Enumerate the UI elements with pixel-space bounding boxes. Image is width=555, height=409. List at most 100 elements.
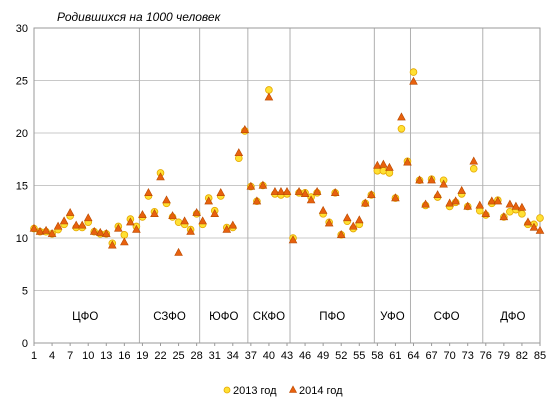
x-tick-label: 43 xyxy=(281,350,293,362)
point-2014 xyxy=(499,212,509,221)
point-2014 xyxy=(65,207,75,216)
x-tick-label: 1 xyxy=(31,350,37,362)
x-tick-label: 79 xyxy=(498,350,510,362)
legend: 2013 год 2014 год xyxy=(223,385,343,397)
point-2014 xyxy=(324,218,334,227)
region-label: СКФО xyxy=(253,311,285,323)
x-tick-label: 85 xyxy=(534,350,546,362)
point-2014 xyxy=(469,156,479,165)
legend-label-2013: 2013 год xyxy=(233,385,277,397)
point-2014 xyxy=(367,190,376,199)
x-tick-label: 52 xyxy=(335,350,347,362)
point-2014 xyxy=(270,186,280,195)
x-tick-label: 64 xyxy=(407,350,419,362)
point-2014 xyxy=(361,198,370,207)
legend-marker-2013 xyxy=(223,386,231,394)
point-2014 xyxy=(77,220,87,229)
point-2014 xyxy=(198,216,207,225)
region-label: УФО xyxy=(380,311,405,323)
x-tick-label: 16 xyxy=(118,350,130,362)
x-tick-label: 46 xyxy=(299,350,311,362)
point-2014 xyxy=(41,225,51,234)
point-2014 xyxy=(246,181,256,190)
region-dividers xyxy=(138,28,484,343)
point-2014 xyxy=(240,125,250,133)
chart-title: Родившихся на 1000 человек xyxy=(57,10,222,24)
point-2014 xyxy=(180,216,189,225)
point-2014 xyxy=(162,195,171,204)
y-tick-label: 5 xyxy=(22,286,28,298)
point-2014 xyxy=(517,202,527,211)
x-tick-label: 73 xyxy=(462,350,474,362)
x-tick-label: 67 xyxy=(425,350,437,362)
point-2014 xyxy=(505,199,515,208)
point-2014 xyxy=(132,224,141,233)
point-2014 xyxy=(445,198,454,207)
point-2013 xyxy=(518,210,526,218)
x-tick-label: 13 xyxy=(100,350,112,362)
region-label: ДФО xyxy=(500,311,525,323)
point-2014 xyxy=(427,175,436,184)
point-2014 xyxy=(288,235,298,244)
gridlines xyxy=(34,80,540,291)
point-2014 xyxy=(342,213,352,222)
point-2014 xyxy=(144,188,153,196)
point-2014 xyxy=(29,223,39,232)
y-tick-label: 25 xyxy=(16,76,28,88)
point-2014 xyxy=(150,209,159,217)
point-2014 xyxy=(210,209,220,217)
point-2014 xyxy=(433,190,442,199)
point-2014 xyxy=(71,220,81,229)
region-label: СФО xyxy=(434,311,460,323)
point-2014 xyxy=(421,199,430,208)
point-2014 xyxy=(403,157,412,166)
point-2014 xyxy=(174,247,183,256)
point-2014 xyxy=(457,185,466,194)
point-2014 xyxy=(318,205,328,214)
point-2013 xyxy=(265,86,273,94)
point-2014 xyxy=(487,196,497,205)
point-2014 xyxy=(481,209,491,217)
point-2014 xyxy=(379,159,388,168)
point-2014 xyxy=(222,224,232,233)
point-2014 xyxy=(523,217,533,226)
x-tick-label: 37 xyxy=(245,350,257,362)
point-2014 xyxy=(186,226,195,235)
point-2014 xyxy=(53,221,63,230)
point-2014 xyxy=(397,112,406,121)
point-2014 xyxy=(204,196,213,205)
point-2014 xyxy=(89,226,99,235)
point-2014 xyxy=(101,228,111,237)
point-2014 xyxy=(330,188,340,196)
point-2014 xyxy=(192,207,201,216)
x-tick-label: 7 xyxy=(67,350,73,362)
point-2014 xyxy=(216,188,226,196)
point-2014 xyxy=(336,230,346,238)
point-2014 xyxy=(535,225,545,234)
point-2014 xyxy=(252,196,262,205)
x-axis-ticks: 1 4 7 10 13 16 19 22 25 28 31 34 37 40 43 46 49 52 55 58 61 6… xyxy=(31,343,546,362)
point-2014 xyxy=(415,175,424,184)
x-tick-label: 25 xyxy=(172,350,184,362)
x-tick-label: 19 xyxy=(136,350,148,362)
x-tick-label: 10 xyxy=(82,350,94,362)
region-label: ПФО xyxy=(319,311,345,323)
x-tick-label: 34 xyxy=(227,350,239,362)
point-2014 xyxy=(463,201,473,210)
point-2014 xyxy=(529,222,539,231)
region-label: ЦФО xyxy=(72,311,98,323)
point-2014 xyxy=(264,92,274,101)
point-2014 xyxy=(108,240,117,249)
y-tick-label: 10 xyxy=(16,233,28,245)
point-2013 xyxy=(120,231,129,239)
x-tick-label: 4 xyxy=(49,350,55,362)
point-2014 xyxy=(306,195,316,204)
x-tick-label: 58 xyxy=(371,350,383,362)
point-2014 xyxy=(126,217,135,226)
x-tick-label: 70 xyxy=(444,350,456,362)
point-2014 xyxy=(282,186,292,195)
point-2014 xyxy=(409,76,418,85)
region-labels: ЦФО СЗФО ЮФО СКФО ПФО УФО СФО ДФО xyxy=(72,311,525,323)
y-tick-label: 15 xyxy=(16,181,28,193)
